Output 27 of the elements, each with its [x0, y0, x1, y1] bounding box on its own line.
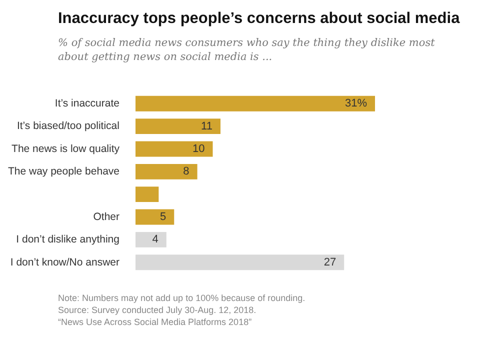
source-note: Source: Survey conducted July 30-Aug. 12, 2018. — [58, 304, 258, 316]
data-label: 8 — [183, 166, 190, 178]
y-tick-label: The news is low quality — [12, 142, 120, 155]
bar — [135, 96, 375, 112]
bar — [135, 254, 344, 270]
y-tick-label: It’s inaccurate — [54, 98, 120, 110]
data-label: 4 — [152, 234, 158, 246]
bar — [135, 118, 220, 134]
bar — [135, 141, 213, 157]
data-label: 11 — [201, 120, 212, 132]
chart-subtitle: % of social media news consumers who say the thing they dislike most about getting news on social media is ... — [58, 36, 436, 64]
text: “News Use Across Social Media Platforms 2018” — [58, 316, 253, 328]
bar — [135, 164, 198, 180]
bar — [135, 209, 174, 225]
bar — [135, 232, 166, 248]
data-label: 10 — [192, 143, 205, 156]
y-tick-label: It’s biased/too political — [16, 120, 120, 132]
y-tick-label: I don’t know/No answer — [10, 256, 120, 268]
chart-title: Inaccuracy tops people’s concerns about social media — [58, 10, 460, 28]
data-label: 31% — [344, 98, 368, 110]
y-tick-label: I don’t dislike anything — [16, 234, 120, 246]
y-tick-label: Other — [93, 210, 120, 223]
bar — [135, 186, 159, 202]
data-label: 27 — [324, 256, 336, 268]
data-label: 5 — [160, 211, 166, 224]
y-tick-label: The way people behave — [8, 166, 120, 178]
text: Note: Numbers may not add up to 100% because of rounding. — [58, 292, 306, 304]
